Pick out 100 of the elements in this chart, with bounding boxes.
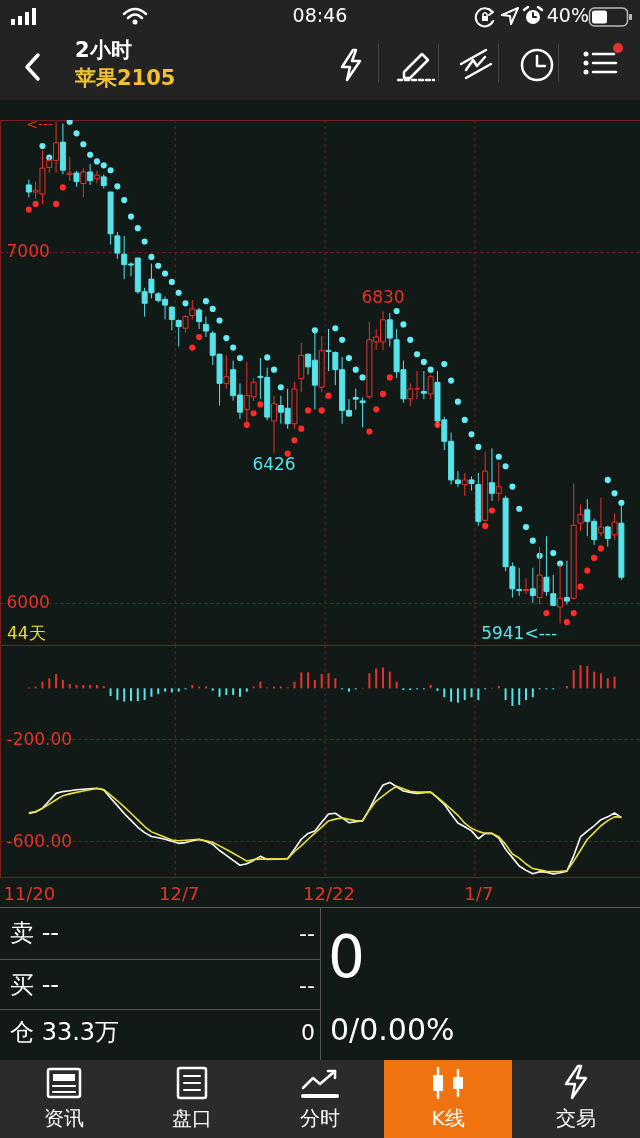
- bar: [436, 688, 439, 691]
- point: [400, 321, 407, 328]
- point: [366, 428, 373, 435]
- point: [39, 142, 46, 150]
- point: [591, 554, 598, 561]
- point: [66, 120, 73, 125]
- candlestick: [352, 388, 359, 411]
- point: [161, 270, 169, 277]
- point: [243, 421, 250, 428]
- point: [257, 401, 264, 408]
- text: 0: [301, 1020, 315, 1045]
- bar: [579, 665, 582, 689]
- point: [413, 351, 421, 358]
- candlestick: [189, 299, 196, 320]
- x-tick-label: 11/20: [3, 882, 56, 904]
- candlestick: [597, 497, 604, 537]
- annotation: 6426: [252, 454, 296, 475]
- annotation: 5941<---: [481, 622, 558, 643]
- point: [80, 141, 87, 148]
- point: [420, 358, 427, 366]
- point: [223, 335, 230, 342]
- bar: [320, 674, 323, 689]
- candlestick: [325, 328, 332, 372]
- bar: [225, 688, 228, 695]
- point: [502, 463, 509, 470]
- point: [284, 450, 291, 457]
- point: [305, 407, 312, 414]
- point: [475, 443, 482, 451]
- point: [189, 344, 196, 351]
- candlestick: [386, 312, 393, 348]
- text: K线: [430, 1106, 466, 1130]
- point: [230, 344, 237, 351]
- text: 卖 --: [10, 919, 59, 947]
- bar: [211, 688, 214, 691]
- point: [345, 355, 353, 362]
- y-tick-label: -600.00: [6, 830, 73, 851]
- bar: [157, 688, 160, 694]
- point: [298, 425, 305, 432]
- point: [461, 416, 468, 423]
- bar: [334, 678, 337, 689]
- candlestick: [223, 354, 230, 390]
- point: [168, 278, 175, 285]
- y-tick-label: -200.00: [6, 728, 73, 749]
- point: [216, 317, 223, 324]
- point: [25, 206, 32, 213]
- text: 40%: [546, 4, 589, 26]
- point: [468, 431, 475, 438]
- point: [495, 453, 502, 460]
- point: [202, 298, 209, 305]
- bar: [218, 688, 221, 697]
- bar: [123, 688, 126, 702]
- point: [93, 158, 101, 165]
- point: [141, 238, 148, 245]
- point: [291, 437, 298, 444]
- bar: [531, 688, 534, 698]
- point: [427, 366, 434, 373]
- point: [87, 151, 94, 158]
- point: [250, 410, 257, 417]
- bar: [143, 688, 146, 701]
- bar: [456, 688, 459, 703]
- candlestick: [202, 316, 209, 338]
- point: [196, 333, 203, 341]
- bar: [606, 678, 609, 689]
- bar: [599, 673, 602, 689]
- bar: [307, 672, 310, 689]
- bar: [150, 688, 153, 697]
- bar: [572, 669, 575, 689]
- point: [509, 483, 516, 490]
- candlestick: [359, 396, 366, 428]
- point: [529, 537, 536, 544]
- candlestick: [557, 563, 564, 625]
- bar: [136, 688, 139, 702]
- point: [325, 392, 332, 399]
- point: [550, 549, 557, 557]
- bar: [109, 688, 112, 696]
- bar: [293, 681, 296, 689]
- point: [563, 619, 570, 626]
- point: [393, 307, 400, 315]
- bar: [388, 671, 391, 689]
- y-tick-label: 7000: [6, 241, 50, 262]
- point: [611, 490, 618, 497]
- bar: [586, 665, 589, 689]
- bar: [395, 681, 398, 689]
- point: [114, 183, 121, 190]
- text: 资讯: [43, 1106, 85, 1130]
- candlestick: [66, 156, 73, 182]
- point: [522, 523, 530, 531]
- point: [155, 262, 162, 269]
- point: [441, 360, 448, 368]
- point: [100, 162, 107, 169]
- bar: [170, 688, 173, 693]
- candlestick: [611, 512, 618, 541]
- bar: [177, 688, 180, 692]
- candlestick: [175, 318, 182, 348]
- candlestick: [407, 382, 414, 407]
- point: [379, 390, 387, 397]
- bar: [450, 688, 453, 702]
- candlestick: [271, 395, 278, 454]
- y-tick-label: 6000: [6, 592, 50, 613]
- candlestick: [523, 577, 530, 595]
